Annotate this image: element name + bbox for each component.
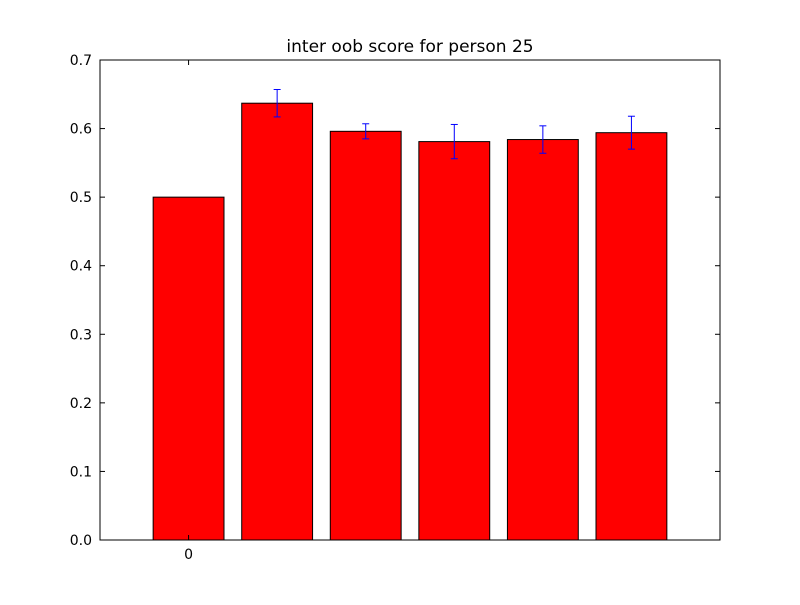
y-tick-label: 0.6 [70,122,92,138]
y-axis: 0.0 0.1 0.2 0.3 0.4 0.5 0.6 0.7 [70,53,720,549]
x-axis: 0 [184,60,193,563]
y-tick-label: 0.3 [70,327,92,343]
bar [241,102,314,541]
bar [506,139,579,541]
plot-area-frame [99,59,721,541]
bar [152,196,225,541]
bar [329,130,402,541]
y-tick-label: 0.5 [70,190,92,206]
bars-group [152,102,668,541]
y-tick-label: 0.4 [70,259,92,275]
x-tick-label: 0 [184,547,193,563]
y-tick-label: 0.7 [70,53,92,69]
y-tick-label: 0.2 [70,396,92,412]
error-bars-group [273,88,635,160]
bar [418,141,491,541]
y-tick-label: 0.0 [70,533,92,549]
y-tick-label: 0.1 [70,464,92,480]
bar [595,132,668,541]
chart-title: inter oob score for person 25 [286,37,533,57]
